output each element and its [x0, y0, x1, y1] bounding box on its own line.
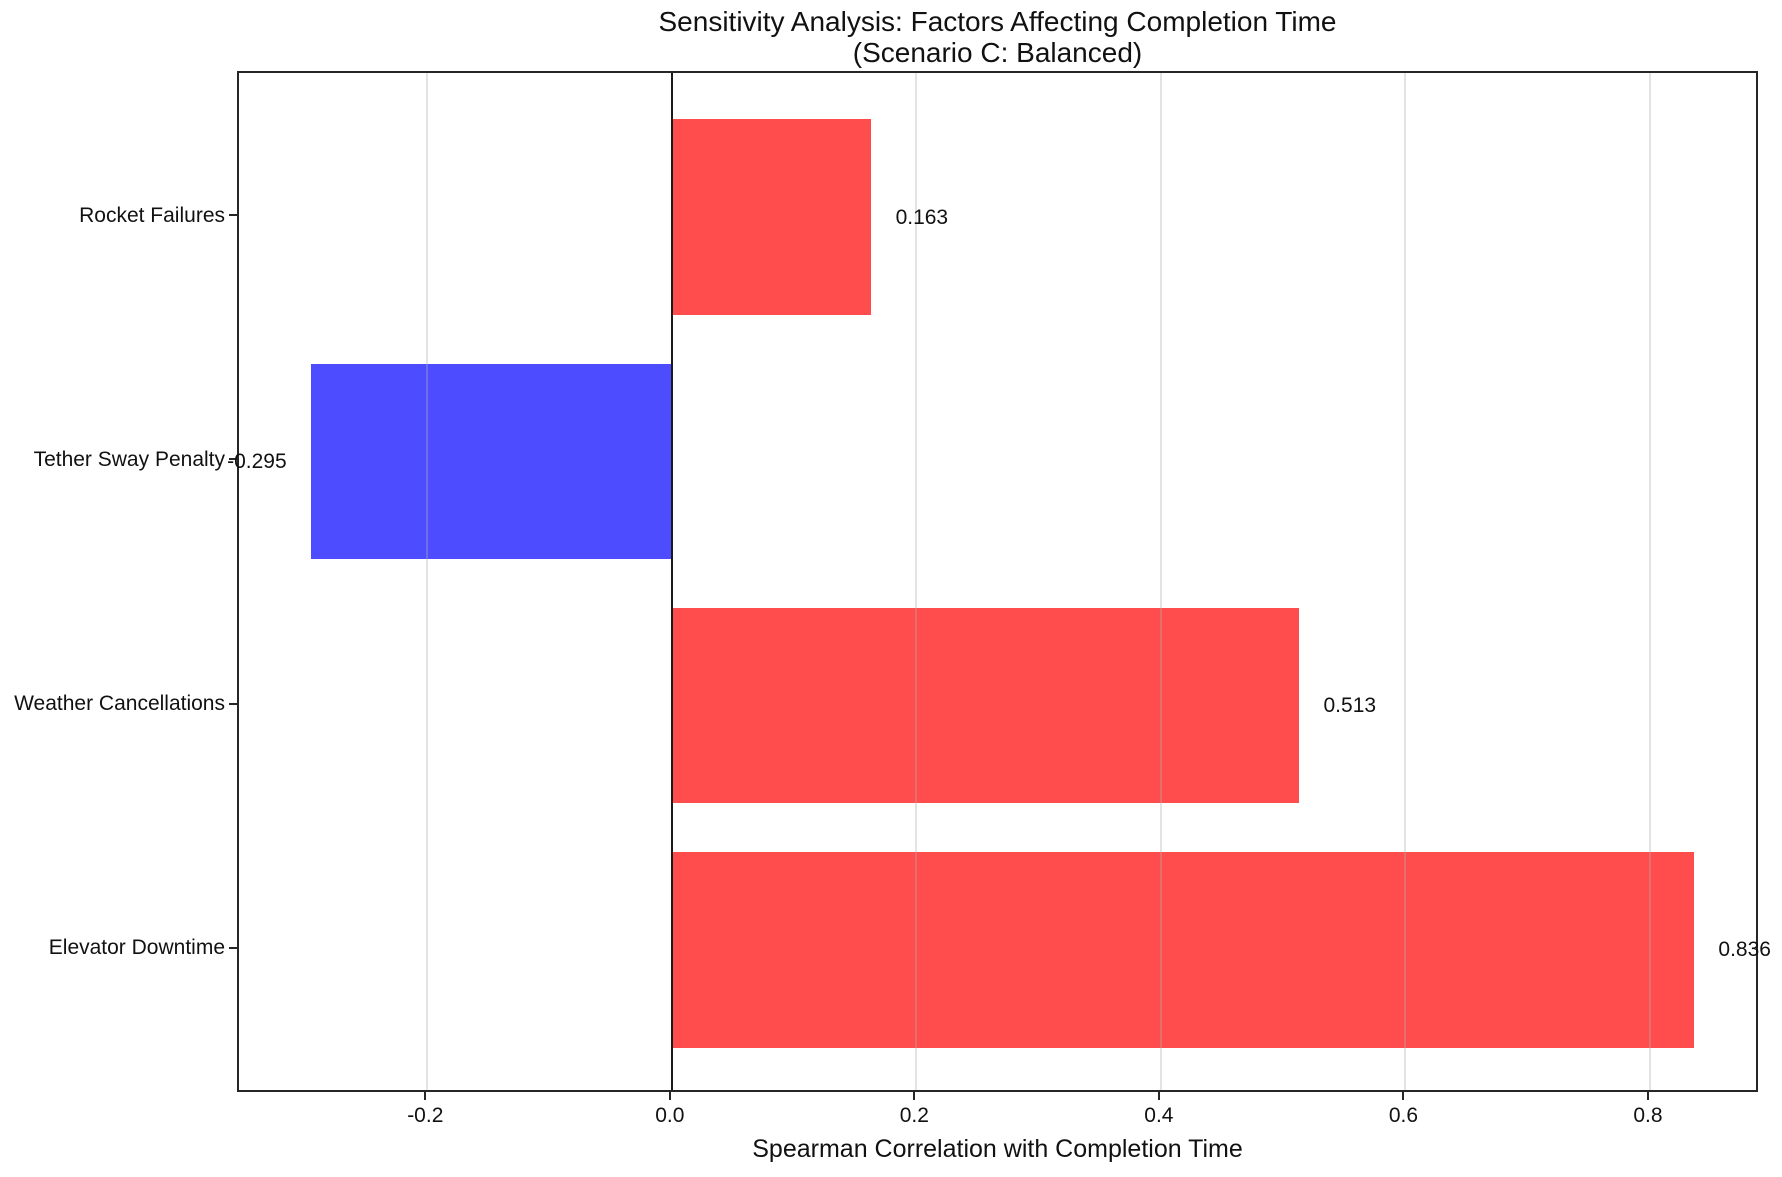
gridline	[1404, 73, 1407, 1090]
x-tick-label: 0.0	[655, 1104, 685, 1127]
gridline	[1159, 73, 1162, 1090]
y-tick-mark	[229, 214, 237, 217]
x-tick-mark	[668, 1092, 671, 1100]
bar-value-label: -0.295	[227, 449, 287, 473]
bar-rocket-failures	[671, 119, 872, 315]
bar-elevator-downtime	[671, 852, 1694, 1048]
x-tick-mark	[424, 1092, 427, 1100]
chart-title-line1: Sensitivity Analysis: Factors Affecting …	[658, 6, 1337, 37]
y-tick-mark	[229, 458, 237, 461]
chart-subtitle: (Scenario C: Balanced)	[852, 37, 1143, 68]
y-tick-mark	[229, 702, 237, 705]
y-category-label: Elevator Downtime	[48, 936, 225, 960]
x-tick-label: -0.2	[407, 1104, 444, 1127]
y-category-label: Rocket Failures	[79, 203, 225, 227]
bar-value-label: 0.836	[1718, 938, 1771, 962]
chart-title: Sensitivity Analysis: Factors Affecting …	[237, 6, 1758, 68]
x-axis-label: Spearman Correlation with Completion Tim…	[752, 1135, 1243, 1163]
x-tick-label: 0.6	[1388, 1104, 1419, 1127]
x-tick-label: 0.4	[1144, 1104, 1174, 1127]
zero-axis-line	[670, 73, 673, 1090]
gridline	[426, 73, 429, 1090]
gridline	[1648, 73, 1651, 1090]
bar-value-label: 0.163	[895, 205, 949, 229]
gridline	[915, 73, 918, 1090]
x-tick-mark	[1646, 1092, 1649, 1100]
plot-area: 0.163 -0.295 0.513 0.836	[227, 71, 1771, 1092]
y-category-label: Weather Cancellations	[14, 692, 225, 716]
bar-tether-sway-penalty	[311, 363, 672, 560]
y-tick-mark	[229, 946, 237, 949]
x-tick-label: 0.8	[1633, 1104, 1663, 1127]
x-tick-label: 0.2	[899, 1104, 929, 1127]
x-tick-mark	[913, 1092, 916, 1100]
y-category-label: Tether Sway Penalty	[33, 447, 225, 471]
x-tick-mark	[1157, 1092, 1160, 1100]
x-tick-mark	[1402, 1092, 1405, 1100]
bar-weather-cancellations	[671, 607, 1300, 804]
bar-value-label: 0.513	[1323, 694, 1377, 718]
